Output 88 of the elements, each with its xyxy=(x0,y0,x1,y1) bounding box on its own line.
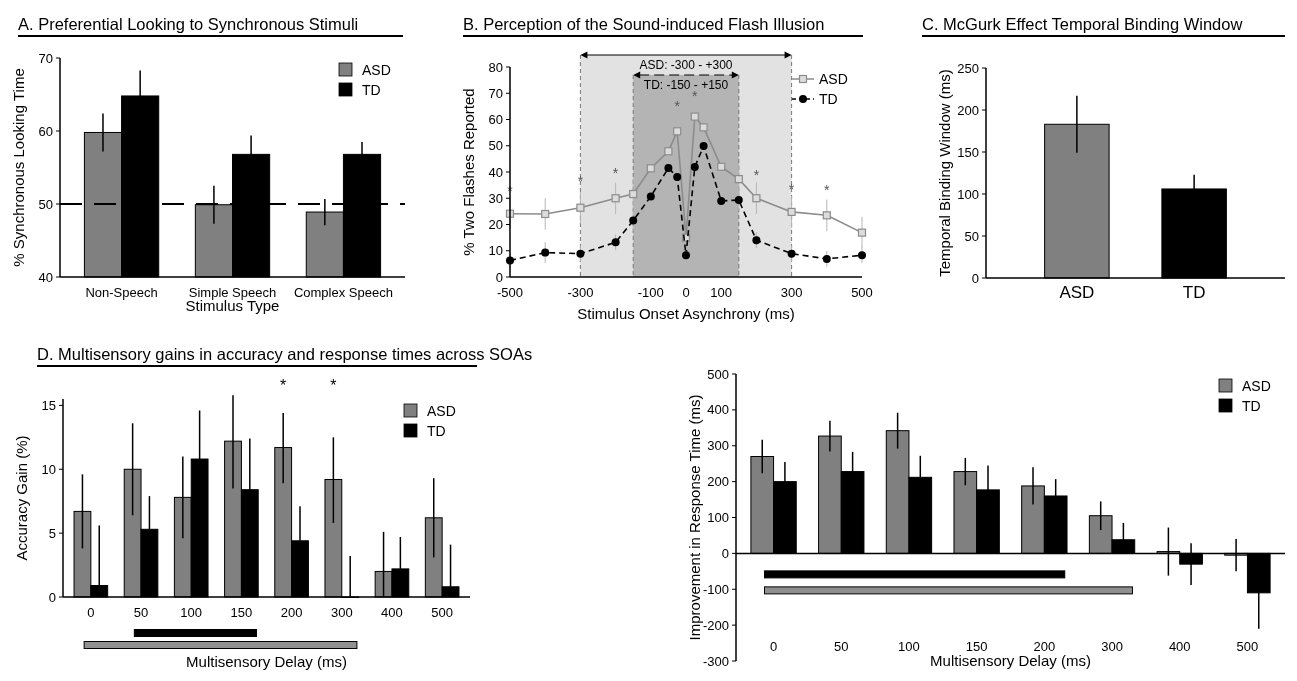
x-tick-label: 400 xyxy=(381,605,403,620)
x-tick-label: 400 xyxy=(1168,639,1191,654)
annotation: * xyxy=(674,97,681,114)
y-tick-label: 15 xyxy=(41,397,56,413)
y-tick-label: 60 xyxy=(488,112,503,128)
legend-label: TD xyxy=(1242,398,1261,414)
x-tick-label: 300 xyxy=(1101,639,1123,654)
x-tick-label: Simple Speech xyxy=(188,285,277,300)
y-tick-label: 40 xyxy=(488,164,503,180)
legend-label: TD xyxy=(427,423,446,439)
x-tick-label: 0 xyxy=(769,639,778,654)
y-tick-label: 250 xyxy=(957,60,979,76)
y-axis-title: Temporal Binding Window (ms) xyxy=(936,69,953,277)
y-tick-label: 80 xyxy=(488,59,503,75)
x-tick-label: 100 xyxy=(180,605,203,620)
annotation: * xyxy=(612,165,619,181)
legend-label: TD xyxy=(819,91,838,107)
band-label: ASD: -300 - +300 xyxy=(639,58,733,72)
y-tick-label: 10 xyxy=(488,243,503,259)
x-tick-label: 150 xyxy=(230,605,253,620)
y-tick-label: 50 xyxy=(38,196,53,212)
y-axis-title: % Synchronous Looking Time xyxy=(10,68,27,267)
y-tick-label: -100 xyxy=(702,581,729,597)
x-tick-label: -100 xyxy=(637,285,664,300)
legend-label: ASD xyxy=(362,62,391,78)
y-tick-label: 40 xyxy=(38,269,53,285)
x-tick-label: 0 xyxy=(87,605,95,620)
x-tick-label: 200 xyxy=(1033,639,1056,654)
legend-label: ASD xyxy=(427,403,456,419)
y-tick-label: 20 xyxy=(488,217,503,233)
y-tick-label: 0 xyxy=(721,545,729,561)
x-tick-label: Complex Speech xyxy=(293,285,393,300)
chart-title: C. McGurk Effect Temporal Binding Window xyxy=(922,15,1243,33)
annotation: * xyxy=(788,180,795,197)
text: * xyxy=(280,377,287,394)
x-tick-label: 50 xyxy=(834,639,849,654)
y-tick-label: 50 xyxy=(488,138,503,154)
y-tick-label: 60 xyxy=(38,123,53,139)
legend-label: TD xyxy=(362,82,381,98)
y-tick-label: 100 xyxy=(957,186,979,202)
y-axis-title: % Two Flashes Reported xyxy=(460,88,477,256)
y-tick-label: -200 xyxy=(702,617,729,633)
x-tick-label: 500 xyxy=(851,285,873,300)
annotation: * xyxy=(824,182,831,199)
y-tick-label: 400 xyxy=(707,402,729,418)
y-axis-title: Improvement in Response Time (ms) xyxy=(686,394,703,641)
annotation: * xyxy=(577,172,584,189)
y-tick-label: 10 xyxy=(41,461,56,477)
x-axis-title: Multisensory Delay (ms) xyxy=(930,652,1091,669)
chart-title: B. Perception of the Sound-induced Flash Illusion xyxy=(463,15,825,33)
x-axis-title: Multisensory Delay (ms) xyxy=(186,653,347,670)
x-tick-label: 300 xyxy=(330,605,353,620)
y-tick-label: 300 xyxy=(707,438,729,454)
x-axis-title: Stimulus Onset Asynchrony (ms) xyxy=(577,305,795,322)
x-tick-label: 50 xyxy=(133,605,149,620)
legend-label: ASD xyxy=(1242,378,1271,394)
y-tick-label: 0 xyxy=(971,270,979,286)
y-axis-title: Accuracy Gain (%) xyxy=(13,435,30,561)
x-tick-label: 300 xyxy=(780,285,803,300)
annotation: * xyxy=(507,183,514,200)
x-tick-label: 500 xyxy=(1236,639,1259,654)
annotation: * xyxy=(753,166,760,183)
x-tick-label: 0 xyxy=(682,285,690,300)
y-tick-label: 70 xyxy=(488,85,503,101)
x-tick-label: TD xyxy=(1182,283,1206,302)
x-tick-label: -300 xyxy=(567,285,594,300)
x-tick-label: 500 xyxy=(431,605,453,620)
y-tick-label: -300 xyxy=(702,653,729,669)
y-tick-label: 0 xyxy=(495,269,503,285)
y-tick-label: 5 xyxy=(48,525,56,541)
x-tick-label: -500 xyxy=(496,285,524,300)
y-tick-label: 200 xyxy=(957,102,979,118)
y-tick-label: 50 xyxy=(964,228,979,244)
chart-title: D. Multisensory gains in accuracy and response times across SOAs xyxy=(37,345,533,363)
text: * xyxy=(330,377,337,394)
y-tick-label: 150 xyxy=(957,144,979,160)
x-tick-label: Non-Speech xyxy=(85,285,158,300)
y-tick-label: 0 xyxy=(48,589,56,605)
y-tick-label: 100 xyxy=(707,510,729,526)
legend-label: ASD xyxy=(819,71,848,87)
y-tick-label: 70 xyxy=(38,50,53,66)
y-tick-label: 200 xyxy=(707,474,729,490)
x-tick-label: 200 xyxy=(280,605,303,620)
chart-title: A. Preferential Looking to Synchronous Stimuli xyxy=(18,15,359,33)
y-tick-label: 500 xyxy=(707,366,729,382)
y-tick-label: 30 xyxy=(488,190,503,206)
x-tick-label: ASD xyxy=(1059,283,1095,302)
x-tick-label: 100 xyxy=(898,639,920,654)
